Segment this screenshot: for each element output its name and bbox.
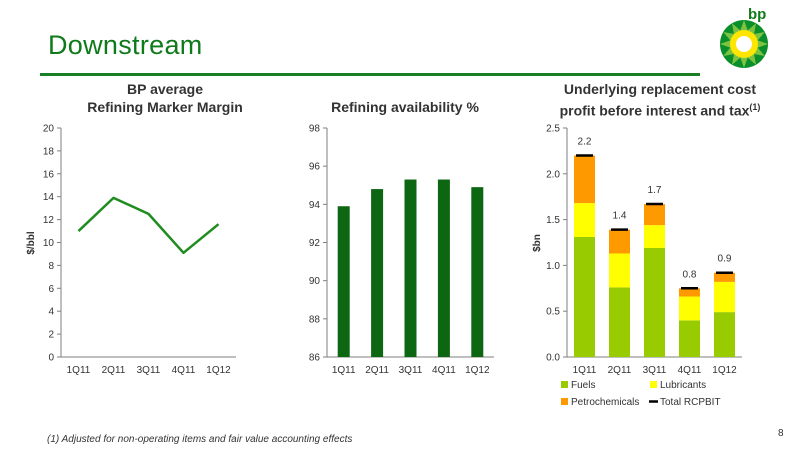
chart1-y-tick-label: 16	[43, 169, 55, 180]
chart2-y-tick-label: 92	[309, 238, 321, 249]
chart3-title: Underlying replacement cost profit befor…	[530, 80, 790, 120]
chart3-legend-swatch	[561, 398, 568, 405]
chart3-y-tick-label: 2.0	[546, 169, 560, 180]
chart1-x-tick-label: 2Q11	[102, 365, 126, 376]
chart3-legend-label: Lubricants	[660, 380, 706, 391]
chart3-bar-segment-lubricants	[609, 253, 630, 288]
chart3-x-tick-label: 4Q11	[678, 365, 702, 376]
chart1-y-tick-label: 8	[48, 261, 54, 272]
chart2-bar	[371, 189, 384, 357]
chart1-y-tick-label: 0	[48, 353, 54, 364]
chart3-bar-segment-lubricants	[574, 203, 595, 238]
chart1-y-tick-label: 20	[43, 124, 55, 135]
chart2-x-tick-label: 1Q12	[465, 365, 490, 376]
chart3-bar-segment-fuels	[574, 237, 595, 357]
chart3-data-label: 0.9	[718, 254, 732, 265]
chart3-bar-segment-fuels	[609, 287, 630, 357]
chart1-x-tick-label: 1Q12	[206, 365, 231, 376]
chart1-y-tick-label: 6	[48, 284, 54, 295]
bp-logo-text: bp	[748, 6, 767, 23]
chart1-series-line	[77, 196, 220, 255]
chart3-bar-segment-petrochemicals	[679, 288, 700, 297]
chart3-bar-segment-petrochemicals	[644, 204, 665, 226]
chart3-title-line1: Underlying replacement cost	[563, 81, 757, 97]
chart3-x-tick-label: 2Q11	[608, 365, 632, 376]
chart3-bar-segment-lubricants	[679, 296, 700, 321]
chart1-title: BP average Refining Marker Margin	[40, 80, 290, 116]
chart2-x-tick-label: 1Q11	[332, 365, 356, 376]
chart1-y-tick-label: 10	[43, 238, 55, 249]
chart3-bar-segment-fuels	[644, 247, 665, 357]
chart3-data-label: 2.2	[578, 136, 592, 147]
chart2-y-tick-label: 88	[309, 314, 321, 325]
page-number: 8	[778, 428, 784, 439]
chart1-title-line1: BP average	[126, 81, 203, 97]
chart2-bar	[404, 179, 417, 357]
chart3-legend-label: Petrochemicals	[571, 397, 639, 408]
chart2-y-tick-label: 94	[309, 200, 321, 211]
title-divider	[40, 73, 700, 76]
chart2-x-tick-label: 4Q11	[432, 365, 456, 376]
chart3-data-label: 1.7	[648, 185, 662, 196]
chart3-bar-segment-petrochemicals	[574, 155, 595, 204]
chart3-data-label: 1.4	[613, 211, 627, 222]
chart2-title: Refining availability %	[331, 99, 479, 115]
chart2-x-tick-label: 2Q11	[365, 365, 389, 376]
chart3-x-tick-label: 1Q12	[712, 365, 737, 376]
chart1-y-axis-label: $/bbl	[26, 231, 37, 255]
chart3-y-tick-label: 2.5	[546, 124, 560, 135]
chart3-bar-segment-fuels	[714, 312, 735, 357]
chart3-title-line2: profit before interest and tax(1)	[559, 102, 761, 119]
chart2-x-tick-label: 3Q11	[399, 365, 423, 376]
chart1-y-tick-label: 18	[43, 146, 55, 157]
chart1-y-tick-label: 12	[43, 215, 55, 226]
chart3-y-tick-label: 1.5	[546, 215, 560, 226]
chart3-bar-segment-petrochemicals	[609, 229, 630, 254]
chart3-y-tick-label: 1.0	[546, 261, 560, 272]
helios-logo-icon	[720, 20, 768, 68]
chart1-y-tick-label: 2	[48, 330, 54, 341]
chart3-y-tick-label: 0.0	[546, 353, 560, 364]
chart1-x-tick-label: 3Q11	[137, 365, 161, 376]
chart1-y-tick-label: 14	[43, 192, 55, 203]
chart2-y-tick-label: 90	[309, 276, 321, 287]
chart3-legend-swatch	[561, 381, 568, 388]
chart3-bar-segment-petrochemicals	[714, 272, 735, 282]
chart3-legend-label: Fuels	[571, 380, 595, 391]
chart3-x-tick-label: 1Q11	[573, 365, 597, 376]
chart3-bar-segment-fuels	[679, 320, 700, 357]
chart3-x-tick-label: 3Q11	[643, 365, 667, 376]
chart2-y-tick-label: 98	[309, 124, 321, 135]
chart3-bar-segment-lubricants	[714, 281, 735, 313]
chart2-y-tick-label: 96	[309, 162, 321, 173]
footnote: (1) Adjusted for non-operating items and…	[47, 434, 353, 445]
chart3-legend-label: Total RCPBIT	[660, 397, 721, 408]
chart1-x-tick-label: 1Q11	[67, 365, 91, 376]
chart2-y-tick-label: 86	[309, 353, 321, 364]
page-title: Downstream	[48, 30, 203, 60]
chart3-bar-segment-lubricants	[644, 225, 665, 248]
chart3-y-tick-label: 0.5	[546, 307, 560, 318]
chart3-data-label: 0.8	[683, 269, 697, 280]
chart2-bar	[437, 179, 450, 357]
chart3-y-axis-label: $bn	[532, 234, 543, 252]
chart1-y-tick-label: 4	[48, 307, 54, 318]
chart1-x-tick-label: 4Q11	[172, 365, 196, 376]
chart3-legend-swatch	[650, 381, 657, 388]
chart2-bar	[471, 187, 484, 357]
chart1-title-line2: Refining Marker Margin	[87, 99, 243, 115]
chart2-bar	[337, 206, 350, 357]
